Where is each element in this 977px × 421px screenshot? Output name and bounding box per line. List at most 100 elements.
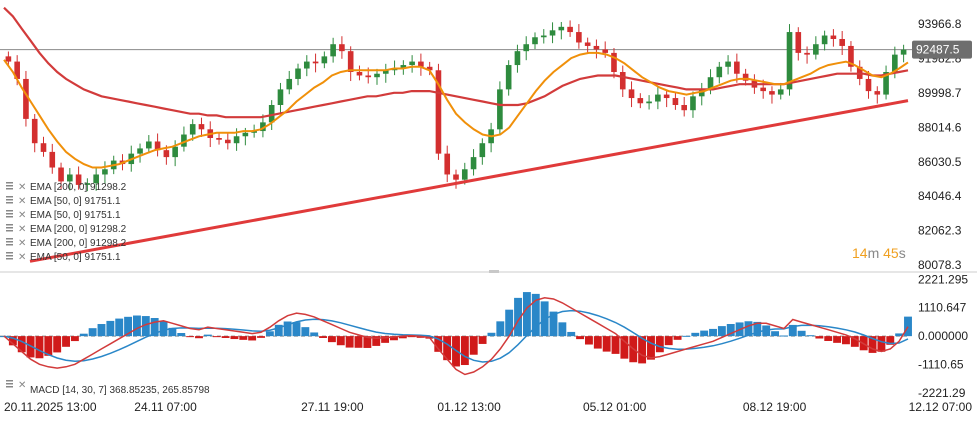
- macd-histogram-bar: [203, 334, 212, 337]
- legend-close-icon[interactable]: ✕: [18, 252, 26, 263]
- legend-menu-icon[interactable]: [6, 238, 13, 246]
- candle-body: [277, 89, 284, 105]
- legend-menu-icon[interactable]: [6, 210, 13, 218]
- candle-body: [303, 61, 310, 69]
- candle-body: [690, 96, 696, 111]
- candle-body: [848, 45, 854, 67]
- macd-histogram-bar: [647, 336, 655, 360]
- candle-body: [102, 169, 108, 175]
- legend-close-icon[interactable]: ✕: [18, 210, 26, 221]
- candle-body: [900, 49, 907, 55]
- macd-legend-icons[interactable]: ✕: [6, 380, 26, 391]
- candle-body: [40, 143, 47, 152]
- price-axis: 93966.891982.889998.788014.686030.584046…: [918, 17, 962, 272]
- legend-menu-icon[interactable]: [6, 224, 13, 232]
- candle: [31, 114, 38, 153]
- last-price-value: 92487.5: [916, 43, 960, 57]
- candle: [690, 91, 696, 118]
- candle: [224, 133, 231, 150]
- candle-body: [453, 174, 459, 180]
- legend-close-icon[interactable]: ✕: [18, 196, 26, 207]
- candle-body: [777, 89, 784, 95]
- macd-histogram-bar: [682, 335, 691, 337]
- candle-body: [558, 26, 565, 31]
- legend-row: ✕ EMA [200, 0] 91298.2: [6, 182, 127, 193]
- candle-body: [58, 167, 64, 182]
- candle: [286, 70, 293, 95]
- candle-body: [224, 139, 231, 144]
- macd-histogram-bar: [150, 318, 159, 337]
- candle: [628, 81, 635, 108]
- candle-body: [312, 61, 319, 64]
- candle-body: [268, 105, 275, 123]
- candle: [497, 81, 503, 135]
- macd-histogram-bar: [336, 336, 345, 346]
- timer-minutes-unit: m: [868, 245, 880, 261]
- candle-body: [330, 44, 336, 57]
- candle-body: [707, 77, 714, 90]
- macd-histogram-bar: [44, 336, 53, 356]
- candle: [839, 31, 845, 55]
- candle-body: [514, 51, 521, 66]
- last-price-box: [912, 40, 972, 59]
- candle-body: [251, 131, 257, 133]
- legend-close-icon[interactable]: ✕: [18, 224, 26, 235]
- candle-body: [347, 51, 354, 72]
- trend-line[interactable]: [29, 99, 909, 263]
- candle-body: [470, 157, 477, 170]
- candle-body: [67, 174, 73, 182]
- candle-body: [14, 61, 20, 79]
- candle-body: [576, 32, 582, 43]
- legend-close-icon[interactable]: ✕: [18, 238, 26, 249]
- macd-histogram-bar: [17, 336, 26, 353]
- macd-histogram: [0, 292, 912, 367]
- candle-body: [821, 35, 828, 45]
- time-tick-label: 24.11 07:00: [134, 400, 197, 414]
- candle: [312, 53, 319, 73]
- macd-histogram-bar: [584, 336, 593, 345]
- timer-seconds-unit: s: [899, 245, 906, 261]
- macd-histogram-bar: [97, 324, 106, 337]
- candle-body: [216, 138, 222, 140]
- candle-body: [505, 65, 512, 90]
- candle-body: [23, 78, 29, 119]
- macd-histogram-bar: [115, 318, 124, 337]
- macd-histogram-bar: [443, 336, 452, 361]
- legend-menu-icon[interactable]: [6, 196, 13, 204]
- legend-menu-icon[interactable]: [6, 182, 13, 190]
- candle-body: [655, 94, 661, 102]
- legend-menu-icon[interactable]: [6, 252, 13, 260]
- candle: [40, 136, 47, 157]
- candle: [540, 29, 547, 44]
- candle: [181, 126, 187, 152]
- price-tick-label: 88014.6: [918, 120, 962, 134]
- legend-close-icon[interactable]: ✕: [18, 182, 26, 193]
- macd-histogram-bar: [611, 336, 620, 354]
- svg-text:✕: ✕: [18, 380, 26, 391]
- indicator-legend: ✕ EMA [200, 0] 91298.2 ✕ EMA [50, 0] 91751.…: [6, 182, 127, 263]
- candle: [672, 91, 679, 110]
- macd-line: [3, 297, 909, 376]
- macd-signal-line: [3, 309, 909, 363]
- macd-histogram-bar: [886, 336, 895, 345]
- candle-body: [602, 49, 609, 53]
- panel-resize-handle[interactable]: [489, 270, 499, 273]
- macd-tick-label: 0.000000: [918, 329, 968, 343]
- candle: [67, 168, 73, 191]
- candle: [154, 133, 161, 157]
- candle: [356, 65, 363, 81]
- candle: [198, 117, 205, 137]
- macd-histogram-bar: [372, 336, 381, 346]
- time-tick-label: 12.12 07:00: [909, 400, 973, 414]
- candle: [426, 61, 433, 76]
- macd-histogram-bar: [407, 336, 416, 338]
- candle-body: [31, 118, 38, 144]
- candle: [295, 63, 301, 86]
- candle: [277, 82, 284, 115]
- candle: [330, 37, 336, 63]
- candle: [435, 63, 442, 160]
- candle: [5, 51, 12, 67]
- macd-histogram-bar: [833, 336, 842, 343]
- candle: [786, 24, 793, 96]
